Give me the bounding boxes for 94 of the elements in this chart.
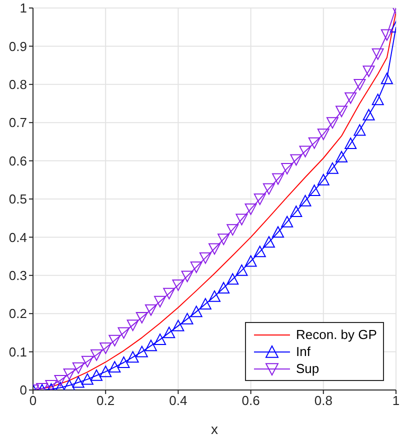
y-tick-label: 0 (20, 382, 27, 398)
point (380, 29, 393, 41)
point (262, 236, 275, 248)
point (208, 243, 220, 255)
point (299, 194, 312, 206)
point (317, 174, 330, 186)
x-tick-label: 0.4 (169, 393, 188, 408)
point (144, 340, 157, 352)
y-tick-label: 0.2 (8, 306, 27, 322)
point (244, 203, 257, 215)
y-tick-label: 0.9 (8, 38, 27, 54)
point (372, 94, 384, 106)
point (163, 326, 176, 338)
point (126, 351, 139, 363)
point (100, 366, 112, 378)
point (290, 154, 302, 166)
point (290, 206, 302, 218)
point (326, 117, 338, 129)
point (199, 298, 212, 310)
point (281, 216, 294, 228)
point (181, 270, 194, 282)
point (136, 346, 148, 358)
legend-label: Sup (296, 361, 320, 376)
point (90, 369, 103, 381)
x-tick-label: 1 (392, 393, 400, 408)
point (136, 312, 148, 324)
point (190, 306, 202, 318)
point (308, 137, 320, 149)
point (208, 290, 220, 302)
point (126, 320, 139, 332)
point (218, 234, 230, 246)
point (254, 246, 266, 258)
point (372, 48, 384, 60)
x-tick-label: 0 (29, 393, 37, 408)
point (54, 375, 66, 386)
y-tick-label: 1 (20, 0, 27, 16)
point (172, 280, 184, 291)
point (118, 327, 130, 339)
point (336, 106, 348, 118)
point (108, 334, 121, 346)
point (344, 138, 357, 150)
point (272, 226, 284, 238)
point (72, 362, 84, 374)
y-tick-label: 0.1 (8, 344, 27, 360)
point (181, 312, 194, 324)
legend-label: Inf (296, 344, 310, 359)
point (244, 255, 257, 267)
point (144, 304, 157, 316)
point (354, 78, 366, 90)
point (308, 184, 320, 196)
point (90, 349, 103, 361)
point (100, 342, 112, 354)
point (336, 150, 348, 162)
point (163, 288, 176, 300)
y-tick-label: 0.7 (8, 115, 27, 130)
y-tick-label: 0.6 (8, 153, 27, 168)
point (154, 334, 166, 346)
point (281, 162, 294, 174)
point (199, 252, 212, 264)
y-tick-label: 0.5 (8, 192, 27, 207)
point (45, 380, 58, 390)
point (362, 108, 375, 120)
x-tick-label: 0.8 (314, 393, 332, 408)
point (108, 361, 121, 373)
point (344, 92, 357, 104)
point (317, 128, 330, 140)
point (272, 173, 284, 185)
point (190, 262, 202, 273)
point (262, 183, 275, 195)
point (172, 320, 184, 332)
y-tick-label: 0.3 (8, 268, 27, 284)
point (236, 264, 248, 276)
point (299, 146, 312, 158)
point (380, 72, 393, 84)
point (226, 224, 239, 236)
point (118, 356, 130, 368)
x-tick-label: 0.6 (242, 393, 260, 408)
point (81, 356, 94, 368)
point (63, 368, 76, 380)
point (236, 214, 248, 226)
point (326, 162, 338, 174)
point (81, 373, 94, 385)
point (354, 124, 366, 136)
x-axis-title: x (211, 421, 218, 437)
y-tick-label: 0.4 (8, 230, 27, 245)
point (362, 66, 375, 78)
x-tick-label: 0.2 (96, 393, 115, 408)
point (254, 194, 266, 205)
y-tick-label: 0.8 (8, 77, 27, 92)
point (218, 282, 230, 294)
point (226, 273, 239, 285)
point (154, 296, 166, 308)
legend-label: Recon. by GP (296, 327, 377, 342)
point (72, 376, 84, 388)
